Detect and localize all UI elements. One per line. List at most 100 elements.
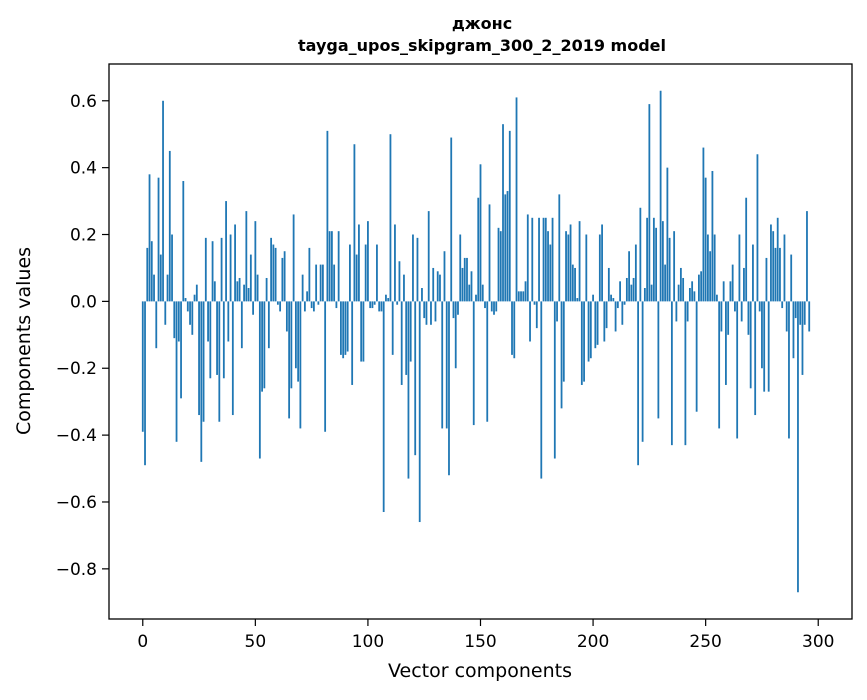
bar [479,164,482,302]
bar [542,217,545,302]
bar [445,301,448,429]
bar [421,288,423,302]
bar [504,194,507,302]
bar [659,90,662,302]
bar [808,301,811,332]
bar [150,241,153,302]
bar [186,301,189,312]
bar [713,234,716,302]
bar [529,301,531,342]
bar [700,271,703,302]
bar [574,267,576,302]
bar [346,301,349,352]
bar [290,301,293,389]
bar [490,301,493,312]
bar [454,301,457,369]
bar [806,211,808,302]
bar [698,274,700,302]
bar [481,284,484,302]
bar [159,254,162,302]
bar [475,294,477,302]
bar [367,221,369,302]
x-tick-label: 100 [352,632,384,652]
y-tick-label: 0.2 [70,226,97,246]
bar [511,301,513,355]
bar [797,301,799,593]
bar [254,221,257,302]
bar [770,224,772,302]
bar [565,231,567,302]
bar [274,247,277,302]
bar [182,181,185,302]
bar [319,264,322,302]
bar [333,264,336,302]
bar [391,301,394,355]
bar [506,191,509,302]
bar [648,104,651,302]
bar [673,231,676,302]
bar [569,224,572,302]
bar [799,301,802,325]
bar [146,247,149,302]
bar [209,301,212,379]
bar [351,301,354,385]
bar [166,274,169,302]
bar [477,197,480,302]
bar [211,241,214,302]
bar [740,301,743,322]
bar [567,234,570,302]
bar [524,281,527,302]
bar [258,301,261,459]
bar [461,267,464,302]
bar [310,301,313,309]
bar [535,301,538,329]
y-tick-label: 0.0 [70,292,97,312]
bar [403,274,405,302]
bar [412,234,414,302]
bar [803,301,806,325]
bar [189,301,191,325]
bar [220,237,223,302]
bar [637,301,640,466]
bar [580,301,583,385]
bar [628,251,630,302]
bar [499,231,502,302]
y-tick-label: −0.8 [56,560,97,580]
bar [439,274,441,302]
bar [720,301,723,332]
bar [531,217,534,302]
bar [790,254,793,302]
bar [596,301,599,345]
bar [288,301,291,419]
y-axis-label: Components values [13,247,35,435]
bar [409,301,412,362]
bar [171,234,173,302]
bar [538,217,540,302]
bar [385,294,387,302]
bar [576,298,579,302]
bar [650,284,653,302]
bar [664,264,667,302]
bar [508,130,511,302]
bar [378,301,381,312]
bar [423,301,426,319]
bar [324,301,327,432]
bar [621,301,624,325]
bar [661,221,664,302]
bar [407,301,410,479]
bar [389,134,392,302]
bar [364,244,367,302]
bar [655,227,658,302]
bar [297,301,300,382]
bar [756,154,759,302]
bar [556,301,558,322]
bar [450,137,453,302]
bar [229,234,232,302]
bar [466,257,468,302]
bar [376,244,378,302]
bar [731,264,734,302]
bar [684,301,687,446]
bar [470,271,473,302]
bar [353,144,356,302]
bar [779,247,781,302]
